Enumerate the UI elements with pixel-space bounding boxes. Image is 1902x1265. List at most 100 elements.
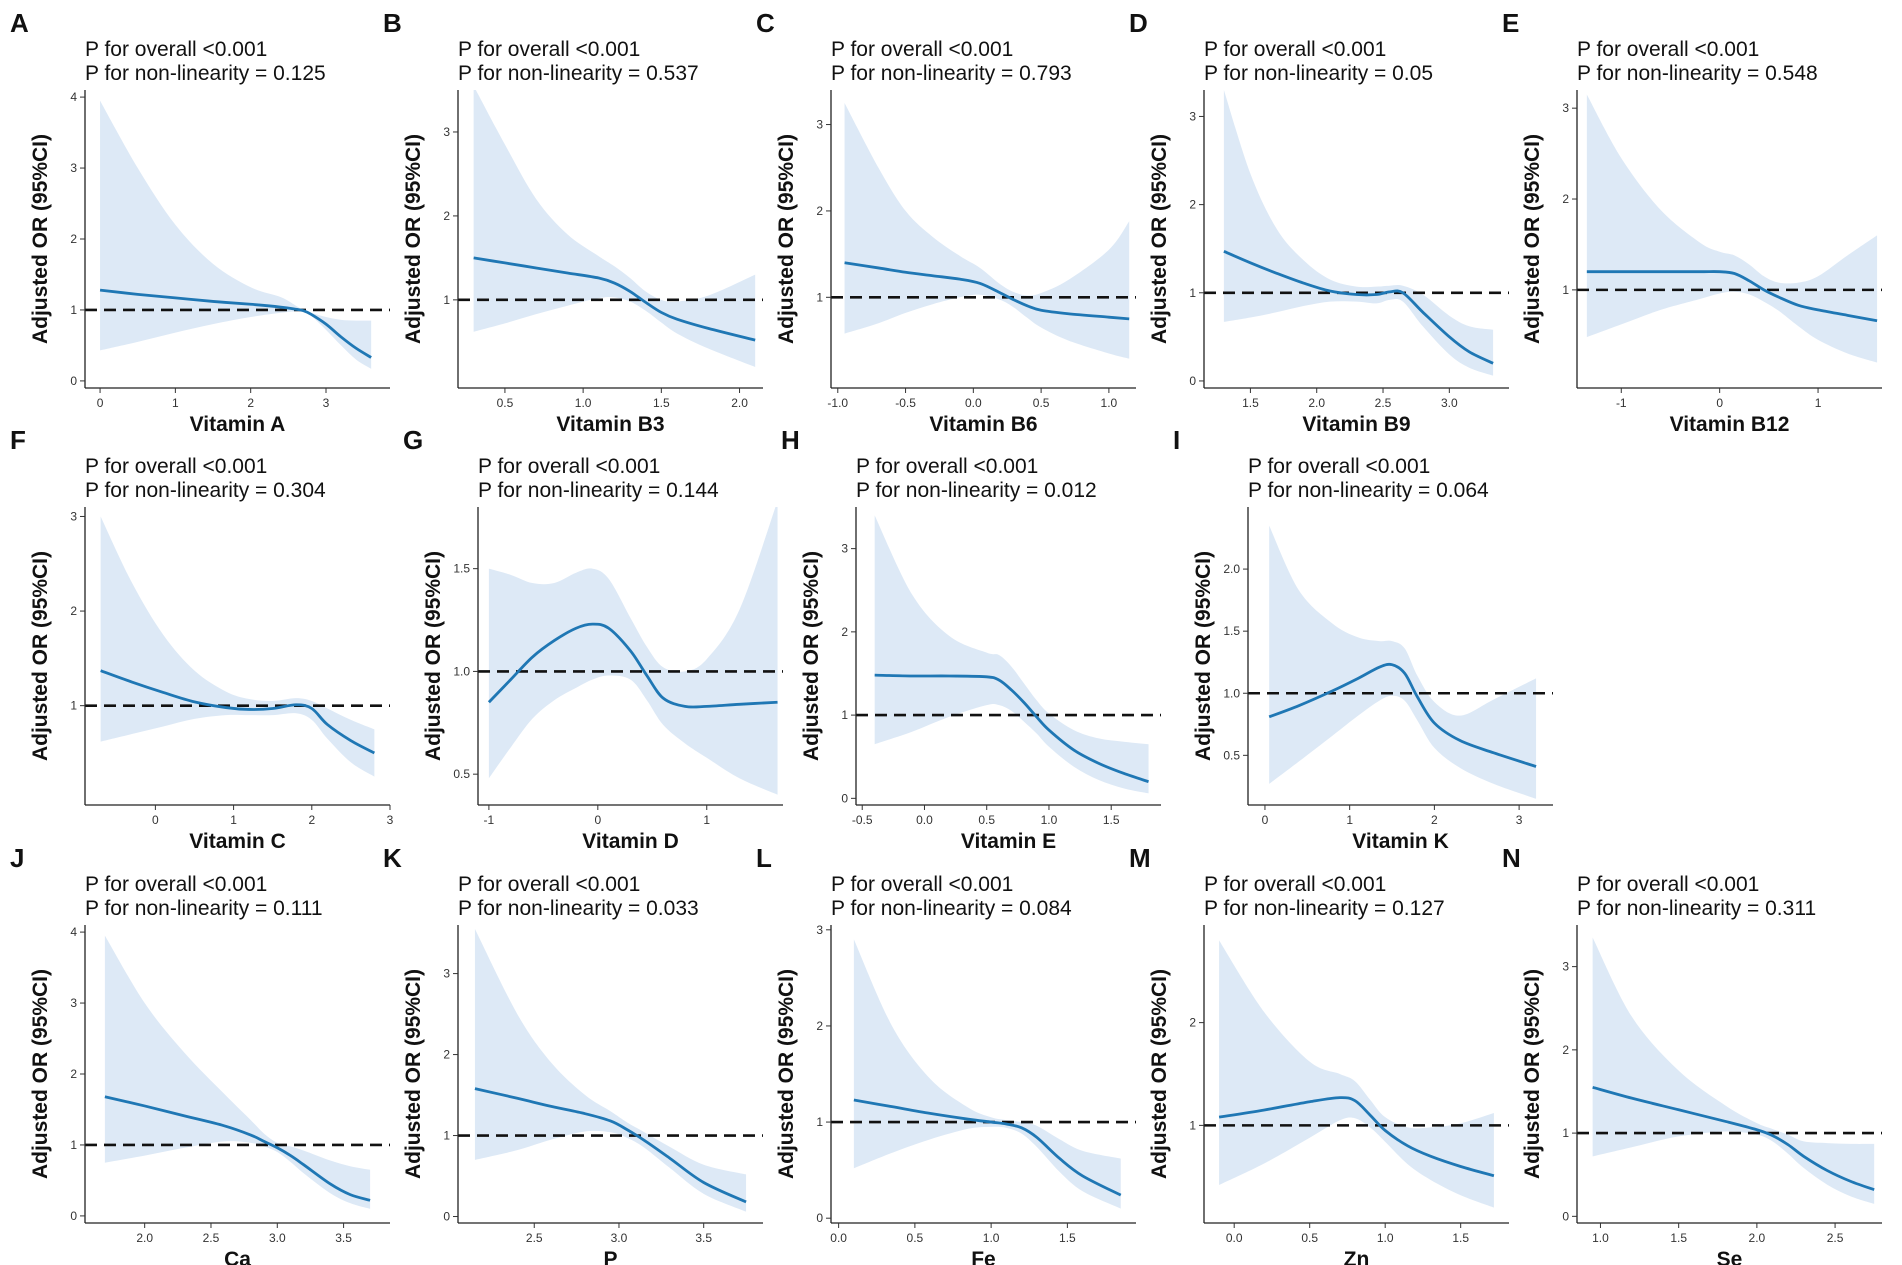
x-tick-label: 2.0 (1749, 1231, 1766, 1245)
p-nonlinearity-label: P for non-linearity = 0.033 (458, 897, 699, 920)
y-tick-label: 4 (70, 90, 77, 104)
y-axis-label: Adjusted OR (95%CI) (402, 969, 425, 1179)
odds-ratio-line (1592, 1085, 1875, 1192)
y-tick-label: 1.0 (453, 664, 470, 678)
y-tick-label: 0 (70, 374, 77, 388)
p-overall-label: P for overall <0.001 (831, 38, 1013, 61)
x-tick-label: 1.0 (575, 396, 592, 410)
p-overall-label: P for overall <0.001 (85, 38, 267, 61)
y-tick-label: 3 (1189, 109, 1196, 123)
panel-letter: J (10, 843, 24, 873)
p-overall-label: P for overall <0.001 (458, 38, 640, 61)
p-overall-label: P for overall <0.001 (1204, 38, 1386, 61)
x-tick-label: 3.5 (335, 1231, 352, 1245)
y-tick-label: 3 (1562, 960, 1569, 974)
plot-area (1204, 90, 1509, 376)
confidence-band (1219, 940, 1494, 1208)
x-axis-label: Vitamin B9 (1302, 413, 1410, 436)
panel-letter: H (781, 425, 800, 455)
x-tick-label: -1 (1616, 396, 1627, 410)
confidence-band (853, 939, 1121, 1209)
odds-ratio-line (844, 261, 1130, 321)
y-tick-label: 1 (443, 1129, 450, 1143)
plot-area (478, 507, 783, 795)
p-nonlinearity-label: P for non-linearity = 0.311 (1577, 897, 1816, 920)
confidence-band (1223, 90, 1494, 376)
plot-area (458, 929, 763, 1212)
confidence-band (473, 90, 756, 368)
odds-ratio-line (100, 669, 376, 755)
y-tick-label: 1 (70, 303, 77, 317)
p-overall-label: P for overall <0.001 (1204, 873, 1386, 896)
y-tick-label: 4 (70, 925, 77, 939)
p-overall-label: P for overall <0.001 (856, 455, 1038, 478)
y-axis-label: Adjusted OR (95%CI) (1192, 551, 1215, 761)
p-overall-label: P for overall <0.001 (85, 873, 267, 896)
x-tick-label: 1.5 (1452, 1231, 1469, 1245)
panel-letter: N (1502, 843, 1521, 873)
p-nonlinearity-label: P for non-linearity = 0.793 (831, 62, 1072, 85)
x-tick-label: 3 (387, 813, 394, 827)
plot-area (1577, 937, 1882, 1204)
confidence-band (104, 935, 371, 1209)
x-tick-label: -0.5 (852, 813, 873, 827)
x-tick-label: 0.5 (1033, 396, 1050, 410)
confidence-band (488, 507, 778, 795)
panel-letter: E (1502, 8, 1519, 38)
confidence-band (1592, 937, 1875, 1204)
x-tick-label: 0.0 (916, 813, 933, 827)
y-tick-label: 1.5 (1223, 624, 1240, 638)
plot-area (85, 100, 390, 369)
x-tick-label: 0.0 (1226, 1231, 1243, 1245)
x-tick-label: 3.0 (611, 1231, 628, 1245)
y-tick-label: 0 (70, 1209, 77, 1223)
odds-ratio-line (487, 622, 778, 709)
odds-ratio-line (1223, 250, 1494, 365)
p-nonlinearity-label: P for non-linearity = 0.111 (85, 897, 323, 920)
p-nonlinearity-label: P for non-linearity = 0.127 (1204, 897, 1445, 920)
y-tick-label: 0 (1562, 1209, 1569, 1223)
y-tick-label: 2 (443, 1048, 450, 1062)
odds-ratio-line (104, 1095, 371, 1202)
y-tick-label: 1 (1189, 1118, 1196, 1132)
x-tick-label: 1.5 (653, 396, 670, 410)
y-tick-label: 1 (1189, 286, 1196, 300)
p-overall-label: P for overall <0.001 (85, 455, 267, 478)
x-tick-label: 1.5 (1059, 1231, 1076, 1245)
x-tick-label: 0.5 (1301, 1231, 1318, 1245)
odds-ratio-line (853, 1098, 1122, 1197)
plot-area (1204, 940, 1509, 1208)
x-tick-label: 0 (594, 813, 601, 827)
y-tick-label: 1 (70, 1138, 77, 1152)
x-tick-label: 3.5 (695, 1231, 712, 1245)
x-tick-label: 0 (152, 813, 159, 827)
plot-area (85, 935, 390, 1209)
p-overall-label: P for overall <0.001 (831, 873, 1013, 896)
p-overall-label: P for overall <0.001 (458, 873, 640, 896)
plot-area (458, 90, 763, 368)
p-nonlinearity-label: P for non-linearity = 0.144 (478, 479, 719, 502)
x-tick-label: 0.5 (978, 813, 995, 827)
x-tick-label: 2 (247, 396, 254, 410)
plot-area (85, 516, 390, 777)
y-tick-label: 3 (70, 996, 77, 1010)
x-axis-label: Se (1717, 1248, 1743, 1265)
y-axis-label: Adjusted OR (95%CI) (29, 134, 52, 344)
x-tick-label: 0.5 (907, 1231, 924, 1245)
x-tick-label: -1.0 (827, 396, 848, 410)
x-tick-label: 2.5 (1375, 396, 1392, 410)
p-overall-label: P for overall <0.001 (478, 455, 660, 478)
y-tick-label: 2 (1189, 1016, 1196, 1030)
plot-area (831, 939, 1136, 1209)
odds-ratio-line (1586, 270, 1878, 323)
y-tick-label: 2.0 (1223, 562, 1240, 576)
y-tick-label: 2 (816, 204, 823, 218)
confidence-band (874, 515, 1149, 794)
y-tick-label: 2 (1562, 192, 1569, 206)
y-tick-label: 3 (816, 923, 823, 937)
x-axis-label: P (603, 1248, 617, 1265)
